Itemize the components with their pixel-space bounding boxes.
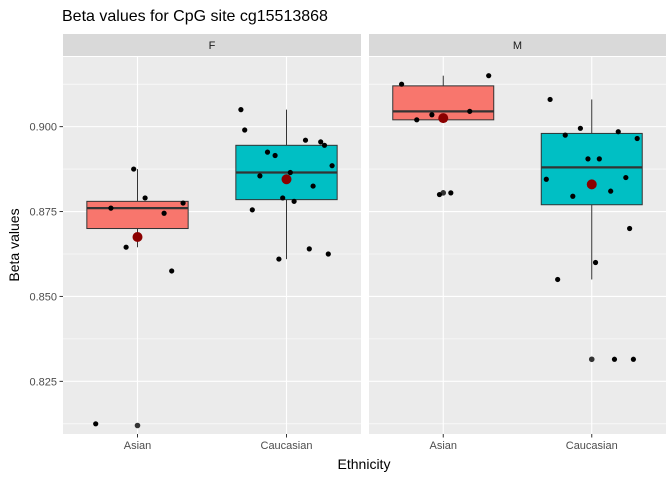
data-point xyxy=(448,190,454,196)
data-point xyxy=(257,173,263,179)
data-point xyxy=(123,244,129,250)
data-point xyxy=(280,195,286,201)
data-point xyxy=(321,142,328,148)
y-axis-title: Beta values xyxy=(6,208,22,281)
data-point xyxy=(577,125,583,131)
data-point xyxy=(555,276,561,283)
facet-panels: F Asian Caucasian M Asian Caucasian xyxy=(63,34,666,452)
data-point xyxy=(264,149,271,155)
facet-strip xyxy=(369,34,666,56)
data-point xyxy=(306,246,312,252)
y-axis: 0.825 0.850 0.875 0.900 xyxy=(29,122,63,388)
data-point xyxy=(414,117,420,123)
data-point xyxy=(429,112,435,118)
data-point xyxy=(592,259,599,266)
data-point xyxy=(93,421,99,427)
data-point xyxy=(310,183,316,189)
panel-background xyxy=(63,57,361,434)
data-point xyxy=(276,256,282,262)
data-point xyxy=(611,356,618,362)
mean-point xyxy=(281,174,292,185)
x-tick-label: Caucasian xyxy=(261,440,313,452)
facet-strip-label: F xyxy=(209,40,216,52)
data-point xyxy=(238,107,244,113)
y-tick-label: 0.850 xyxy=(29,291,57,303)
mean-point xyxy=(132,232,143,243)
chart-title: Beta values for CpG site cg15513868 xyxy=(62,8,328,25)
data-point xyxy=(302,137,309,143)
data-point xyxy=(608,188,614,194)
data-point xyxy=(615,129,621,135)
data-point xyxy=(623,174,629,181)
data-point xyxy=(398,81,405,87)
data-point xyxy=(131,166,137,172)
data-point xyxy=(634,135,640,142)
data-point xyxy=(329,163,335,169)
mean-point xyxy=(586,179,597,190)
mean-point xyxy=(438,113,449,124)
data-point xyxy=(630,356,637,362)
data-point xyxy=(169,268,175,274)
box-caucasian xyxy=(235,107,338,262)
data-point xyxy=(291,198,297,204)
data-point xyxy=(180,200,186,206)
outlier-point xyxy=(588,356,595,363)
y-tick-label: 0.900 xyxy=(29,122,57,134)
outlier-point xyxy=(134,422,141,429)
x-tick-label: Asian xyxy=(429,440,457,452)
data-point xyxy=(242,127,248,133)
x-tick-label: Asian xyxy=(124,440,152,452)
data-point xyxy=(562,132,568,138)
x-axis-title: Ethnicity xyxy=(338,456,391,472)
box-caucasian xyxy=(540,96,643,363)
box-asian xyxy=(86,166,189,429)
data-point xyxy=(325,251,331,257)
data-point xyxy=(467,108,473,114)
data-point xyxy=(142,195,148,201)
data-point xyxy=(287,169,293,176)
data-point xyxy=(272,152,278,159)
data-point xyxy=(627,225,633,232)
box-body xyxy=(540,132,643,206)
box-body xyxy=(86,200,189,230)
data-point xyxy=(596,156,602,162)
y-tick-label: 0.875 xyxy=(29,207,57,219)
data-point xyxy=(436,191,443,198)
data-point xyxy=(161,210,167,216)
data-point xyxy=(318,139,324,145)
data-point xyxy=(108,205,114,211)
data-point xyxy=(570,193,576,199)
facet-m: M Asian Caucasian xyxy=(369,34,666,452)
y-tick-label: 0.825 xyxy=(29,376,57,388)
data-point xyxy=(486,73,492,79)
data-point xyxy=(547,96,553,103)
facet-strip xyxy=(63,34,361,56)
facet-f: F Asian Caucasian xyxy=(63,34,361,452)
facet-strip-label: M xyxy=(513,40,522,52)
data-point xyxy=(585,156,591,162)
box-asian xyxy=(392,73,495,198)
x-tick-label: Caucasian xyxy=(566,440,618,452)
data-point xyxy=(543,176,549,182)
data-point xyxy=(249,207,255,213)
